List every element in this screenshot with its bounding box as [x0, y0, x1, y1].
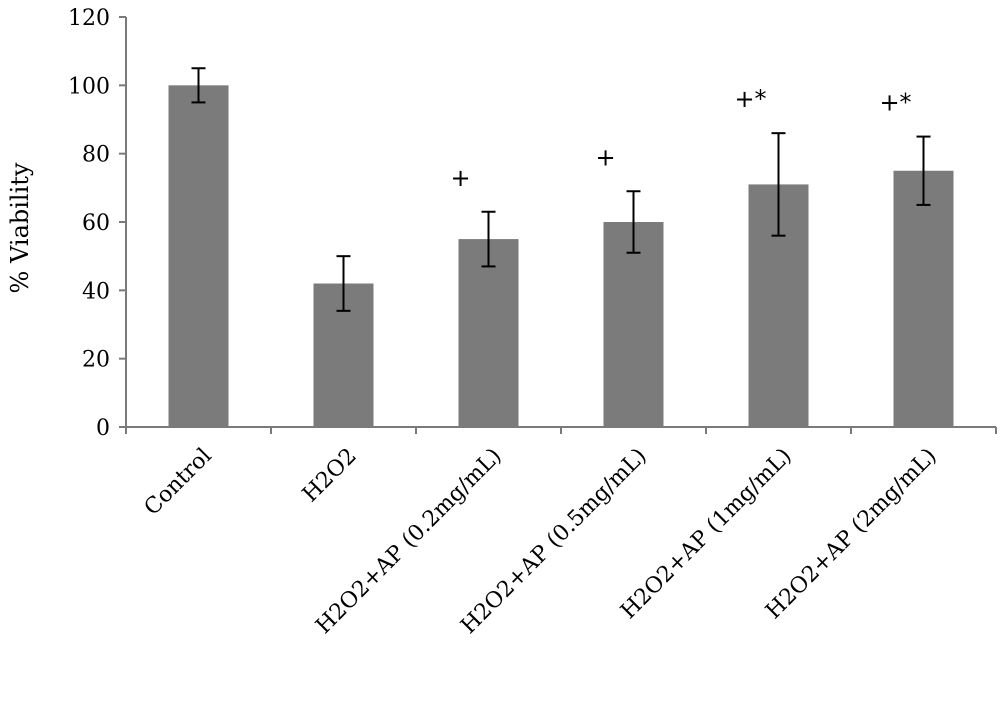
y-tick-label: 80 [82, 143, 110, 168]
y-tick-label: 0 [96, 416, 110, 441]
bar [458, 239, 519, 427]
y-tick-label: 40 [82, 279, 110, 304]
y-tick-label: 60 [82, 211, 110, 236]
y-tick-label: 100 [68, 74, 110, 99]
significance-mark: + [450, 164, 470, 192]
error-bars [191, 67, 931, 312]
significance-mark: + [595, 143, 615, 171]
y-tick-label: 120 [68, 6, 110, 31]
x-category-label: H2O2+AP (2mg/mL) [761, 444, 942, 625]
y-axis-title: % Viability [6, 162, 34, 293]
bars [168, 85, 954, 427]
x-category-label: Control [140, 444, 217, 521]
bar [603, 222, 664, 427]
x-category-label: H2O2 [298, 444, 362, 508]
y-axis: 0 20 40 60 80 100 120 [68, 6, 127, 441]
bar [168, 85, 229, 427]
significance-marks: + + +* +* [450, 85, 911, 192]
bar [893, 170, 954, 427]
significance-mark: +* [879, 89, 911, 117]
y-tick-label: 20 [82, 348, 110, 373]
significance-mark: +* [734, 85, 766, 113]
